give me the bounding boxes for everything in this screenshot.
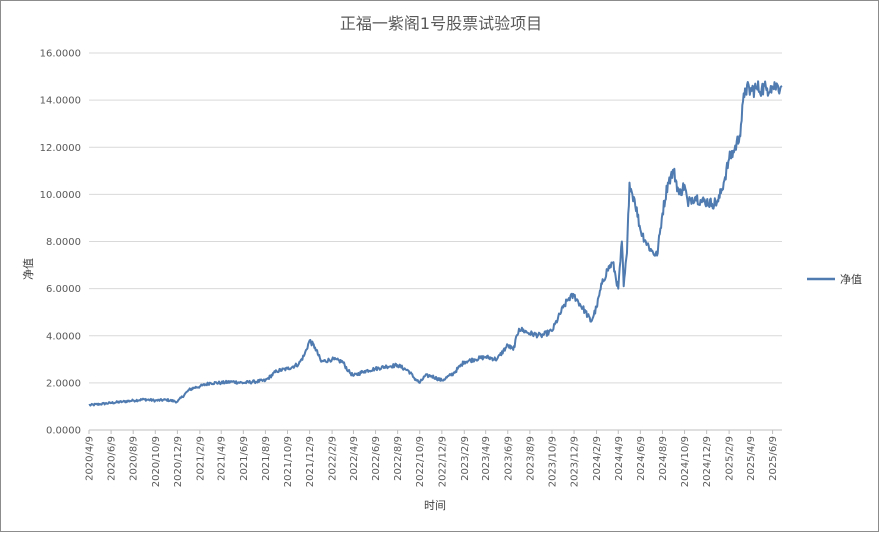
x-tick-label: 2023/8/9 xyxy=(525,436,536,481)
x-tick-label: 2022/2/9 xyxy=(328,436,339,481)
x-tick-label: 2020/8/9 xyxy=(129,436,140,481)
x-tick-label: 2023/6/9 xyxy=(503,436,514,481)
x-tick-label: 2025/6/9 xyxy=(768,436,779,481)
legend: 净值 xyxy=(807,272,862,286)
x-tick-label: 2024/2/9 xyxy=(592,436,603,481)
x-tick-label: 2020/4/9 xyxy=(85,436,96,481)
x-tick-label: 2022/6/9 xyxy=(371,436,382,481)
x-tick-label: 2023/10/9 xyxy=(547,436,558,487)
x-tick-label: 2023/4/9 xyxy=(481,436,492,481)
y-tick-label: 12.0000 xyxy=(40,143,81,154)
x-tick-label: 2024/12/9 xyxy=(702,436,713,487)
x-tick-label: 2023/12/9 xyxy=(570,436,581,487)
x-tick-label: 2022/4/9 xyxy=(349,436,360,481)
x-tick-label: 2020/6/9 xyxy=(107,436,118,481)
y-tick-label: 10.0000 xyxy=(40,190,81,201)
x-tick-label: 2021/8/9 xyxy=(261,436,272,481)
x-tick-label: 2022/12/9 xyxy=(437,436,448,487)
x-tick-label: 2020/10/9 xyxy=(151,436,162,487)
y-tick-label: 16.0000 xyxy=(40,49,81,60)
x-tick-label: 2023/2/9 xyxy=(460,436,471,481)
x-tick-label: 2024/8/9 xyxy=(658,436,669,481)
y-axis-ticks: 0.0000 2.0000 4.0000 6.0000 8.0000 10.0000 12.… xyxy=(40,49,81,437)
x-tick-label: 2021/10/9 xyxy=(283,436,294,487)
y-tick-label: 8.0000 xyxy=(46,237,81,248)
x-axis-label: 时间 xyxy=(424,499,446,512)
series-line-净值 xyxy=(88,80,783,407)
x-axis-ticks: 2020/4/9 2020/6/9 2020/8/9 2020/10/9 2020/12… xyxy=(85,430,779,487)
x-tick-label: 2021/12/9 xyxy=(305,436,316,487)
x-tick-label: 2022/10/9 xyxy=(415,436,426,487)
x-tick-label: 2022/8/9 xyxy=(393,436,404,481)
chart-title: 正福一紫阁1号股票试验项目 xyxy=(340,14,542,33)
x-tick-label: 2025/2/9 xyxy=(725,436,736,481)
y-tick-label: 14.0000 xyxy=(40,96,81,107)
x-tick-label: 2025/4/9 xyxy=(746,436,757,481)
x-tick-label: 2021/6/9 xyxy=(239,436,250,481)
x-tick-label: 2021/4/9 xyxy=(217,436,228,481)
gridlines xyxy=(89,52,782,431)
x-tick-label: 2020/12/9 xyxy=(173,436,184,487)
y-tick-label: 0.0000 xyxy=(46,426,81,437)
x-tick-label: 2024/4/9 xyxy=(614,436,625,481)
series-layer xyxy=(88,80,783,407)
legend-label: 净值 xyxy=(840,272,862,286)
x-tick-label: 2024/6/9 xyxy=(636,436,647,481)
y-tick-label: 4.0000 xyxy=(46,331,81,342)
y-axis-label: 净值 xyxy=(21,258,35,280)
y-tick-label: 2.0000 xyxy=(46,378,81,389)
y-tick-label: 6.0000 xyxy=(46,284,81,295)
x-tick-label: 2021/2/9 xyxy=(195,436,206,481)
x-tick-label: 2024/10/9 xyxy=(680,436,691,487)
